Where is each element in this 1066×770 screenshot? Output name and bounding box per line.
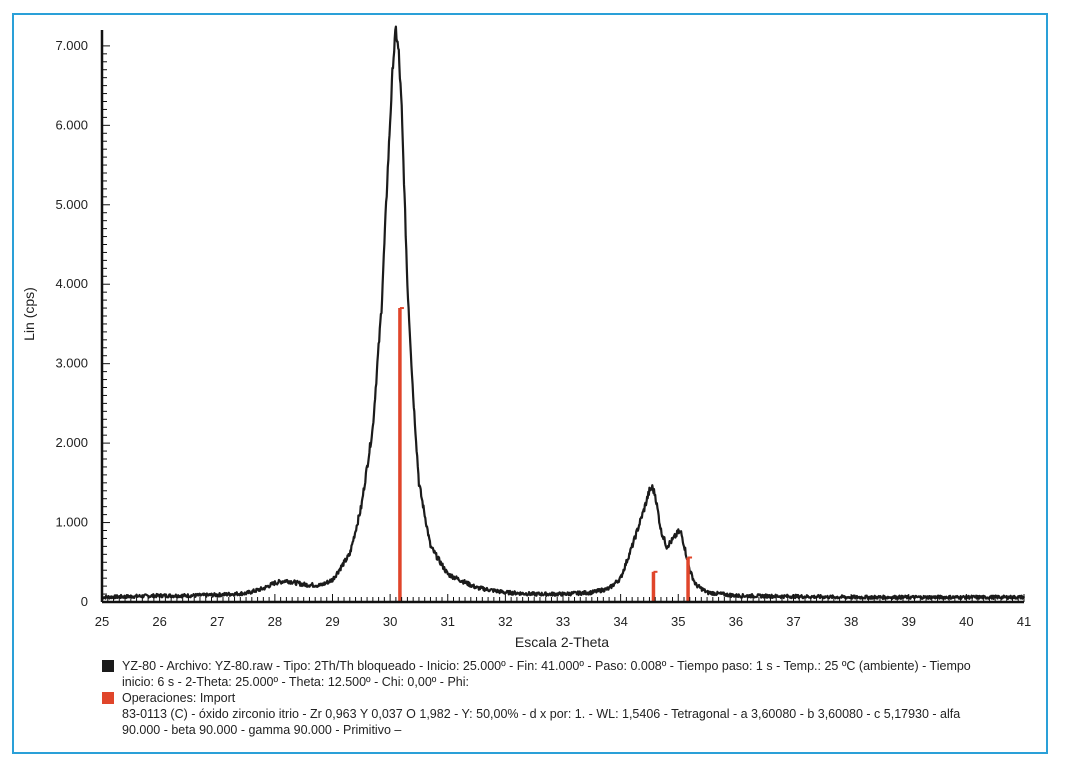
x-tick-label: 38 [844, 614, 858, 629]
series-yz80-line [101, 25, 1026, 600]
x-tick-label: 28 [268, 614, 282, 629]
x-tick-label: 35 [671, 614, 685, 629]
x-tick-label: 41 [1017, 614, 1031, 629]
x-tick-label: 29 [325, 614, 339, 629]
y-tick-label: 5.000 [55, 197, 88, 212]
x-tick-label: 40 [959, 614, 973, 629]
y-tick-label: 6.000 [55, 117, 88, 132]
x-tick-label: 30 [383, 614, 397, 629]
y-tick-label: 2.000 [55, 435, 88, 450]
y-tick-label: 0 [81, 594, 88, 609]
legend-text: Operaciones: Import [122, 691, 236, 705]
y-tick-label: 4.000 [55, 276, 88, 291]
y-axis-label: Lin (cps) [21, 287, 37, 341]
legend-text: 90.000 - beta 90.000 - gamma 90.000 - Pr… [122, 723, 402, 737]
legend-text: inicio: 6 s - 2-Theta: 25.000º - Theta: … [122, 675, 469, 689]
x-tick-label: 31 [441, 614, 455, 629]
x-tick-label: 39 [902, 614, 916, 629]
y-tick-label: 1.000 [55, 515, 88, 530]
y-tick-label: 3.000 [55, 356, 88, 371]
x-tick-label: 32 [498, 614, 512, 629]
legend-entry-sample: YZ-80 - Archivo: YZ-80.raw - Tipo: 2Th/T… [100, 658, 1040, 690]
x-tick-label: 27 [210, 614, 224, 629]
legend-swatch-black [102, 660, 114, 672]
chart-frame [12, 13, 1048, 754]
x-tick-label: 33 [556, 614, 570, 629]
x-axis-label: Escala 2-Theta [515, 634, 609, 650]
x-tick-label: 26 [152, 614, 166, 629]
legend: YZ-80 - Archivo: YZ-80.raw - Tipo: 2Th/T… [100, 658, 1040, 738]
y-tick-label: 7.000 [55, 38, 88, 53]
legend-text: 83-0113 (C) - óxido zirconio itrio - Zr … [122, 707, 961, 721]
legend-entry-reference: Operaciones: Import [100, 690, 1040, 706]
legend-swatch-red [102, 692, 114, 704]
legend-text: YZ-80 - Archivo: YZ-80.raw - Tipo: 2Th/T… [122, 659, 971, 673]
x-tick-label: 36 [729, 614, 743, 629]
x-tick-label: 37 [786, 614, 800, 629]
x-tick-label: 25 [95, 614, 109, 629]
x-tick-label: 34 [613, 614, 627, 629]
